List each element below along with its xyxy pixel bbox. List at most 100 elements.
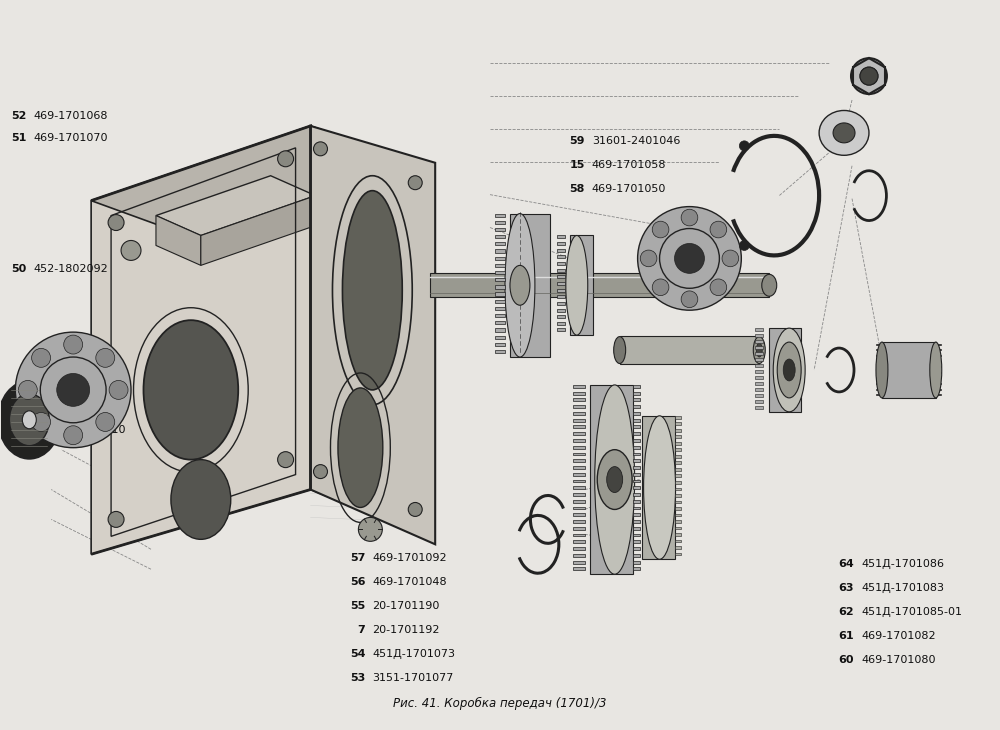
Text: 48: 48 — [11, 426, 26, 436]
Polygon shape — [633, 446, 640, 449]
Polygon shape — [882, 342, 936, 398]
Circle shape — [710, 279, 727, 296]
Polygon shape — [495, 336, 505, 339]
Ellipse shape — [762, 274, 777, 296]
Polygon shape — [755, 376, 763, 379]
Polygon shape — [573, 500, 585, 503]
Polygon shape — [573, 548, 585, 550]
Circle shape — [640, 250, 657, 266]
Polygon shape — [573, 466, 585, 469]
Polygon shape — [675, 520, 681, 523]
Ellipse shape — [773, 328, 805, 412]
Text: 15: 15 — [569, 160, 585, 170]
Polygon shape — [557, 328, 565, 331]
Polygon shape — [573, 493, 585, 496]
Polygon shape — [557, 269, 565, 272]
Polygon shape — [675, 416, 681, 418]
Circle shape — [652, 279, 669, 296]
Text: 451Д-1701073: 451Д-1701073 — [372, 649, 455, 658]
Polygon shape — [675, 429, 681, 431]
Polygon shape — [675, 539, 681, 542]
Polygon shape — [573, 554, 585, 557]
Circle shape — [722, 250, 739, 266]
Ellipse shape — [930, 342, 942, 398]
Ellipse shape — [22, 411, 36, 429]
Polygon shape — [633, 548, 640, 550]
Circle shape — [96, 412, 115, 431]
Polygon shape — [633, 459, 640, 462]
Circle shape — [32, 348, 51, 367]
Polygon shape — [633, 520, 640, 523]
Polygon shape — [573, 453, 585, 456]
Text: 56: 56 — [350, 577, 365, 587]
Polygon shape — [495, 242, 505, 245]
Circle shape — [851, 58, 887, 94]
Text: 20-1701190: 20-1701190 — [372, 601, 440, 611]
Polygon shape — [755, 328, 763, 331]
Polygon shape — [495, 314, 505, 318]
Circle shape — [739, 240, 749, 250]
Text: 57: 57 — [350, 553, 365, 563]
Polygon shape — [573, 567, 585, 570]
Polygon shape — [633, 534, 640, 537]
Polygon shape — [557, 255, 565, 258]
Polygon shape — [495, 278, 505, 281]
Polygon shape — [675, 553, 681, 556]
Ellipse shape — [756, 343, 762, 357]
Circle shape — [32, 412, 51, 431]
Polygon shape — [495, 299, 505, 303]
Polygon shape — [557, 302, 565, 305]
Text: 469-1701058: 469-1701058 — [592, 160, 666, 170]
Polygon shape — [633, 405, 640, 408]
Polygon shape — [633, 507, 640, 510]
Ellipse shape — [614, 337, 626, 364]
Ellipse shape — [607, 466, 623, 493]
Polygon shape — [633, 540, 640, 543]
Polygon shape — [495, 293, 505, 296]
Circle shape — [710, 221, 727, 238]
Polygon shape — [495, 285, 505, 288]
Polygon shape — [311, 126, 430, 534]
Text: 451Д-1701083: 451Д-1701083 — [861, 583, 944, 593]
Polygon shape — [495, 220, 505, 224]
Text: 1/43253/01: 1/43253/01 — [33, 404, 97, 414]
Polygon shape — [495, 257, 505, 260]
Polygon shape — [633, 500, 640, 503]
Polygon shape — [755, 352, 763, 355]
Polygon shape — [557, 275, 565, 278]
Polygon shape — [633, 493, 640, 496]
Polygon shape — [633, 486, 640, 489]
Ellipse shape — [644, 416, 676, 559]
Circle shape — [278, 151, 294, 166]
Ellipse shape — [342, 191, 402, 390]
Polygon shape — [495, 321, 505, 324]
Polygon shape — [633, 480, 640, 483]
Circle shape — [675, 244, 704, 273]
Polygon shape — [633, 513, 640, 516]
Polygon shape — [675, 546, 681, 549]
Polygon shape — [633, 561, 640, 564]
Polygon shape — [573, 392, 585, 394]
Polygon shape — [755, 358, 763, 361]
Polygon shape — [675, 442, 681, 445]
Text: 469-1701048: 469-1701048 — [372, 577, 447, 587]
Circle shape — [15, 332, 131, 447]
Ellipse shape — [753, 337, 765, 364]
Polygon shape — [91, 126, 311, 554]
Polygon shape — [755, 364, 763, 366]
Polygon shape — [495, 264, 505, 267]
Circle shape — [108, 512, 124, 527]
Polygon shape — [201, 196, 316, 266]
Circle shape — [108, 215, 124, 231]
Polygon shape — [573, 507, 585, 510]
Text: 469-1701070: 469-1701070 — [33, 133, 108, 143]
Text: 49: 49 — [11, 404, 26, 414]
Ellipse shape — [783, 359, 795, 381]
Polygon shape — [557, 288, 565, 291]
Polygon shape — [311, 126, 435, 545]
Polygon shape — [573, 540, 585, 543]
Polygon shape — [573, 439, 585, 442]
Polygon shape — [633, 392, 640, 394]
Text: 20-1701192: 20-1701192 — [372, 625, 440, 634]
Text: 31601-2401046: 31601-2401046 — [592, 136, 680, 146]
